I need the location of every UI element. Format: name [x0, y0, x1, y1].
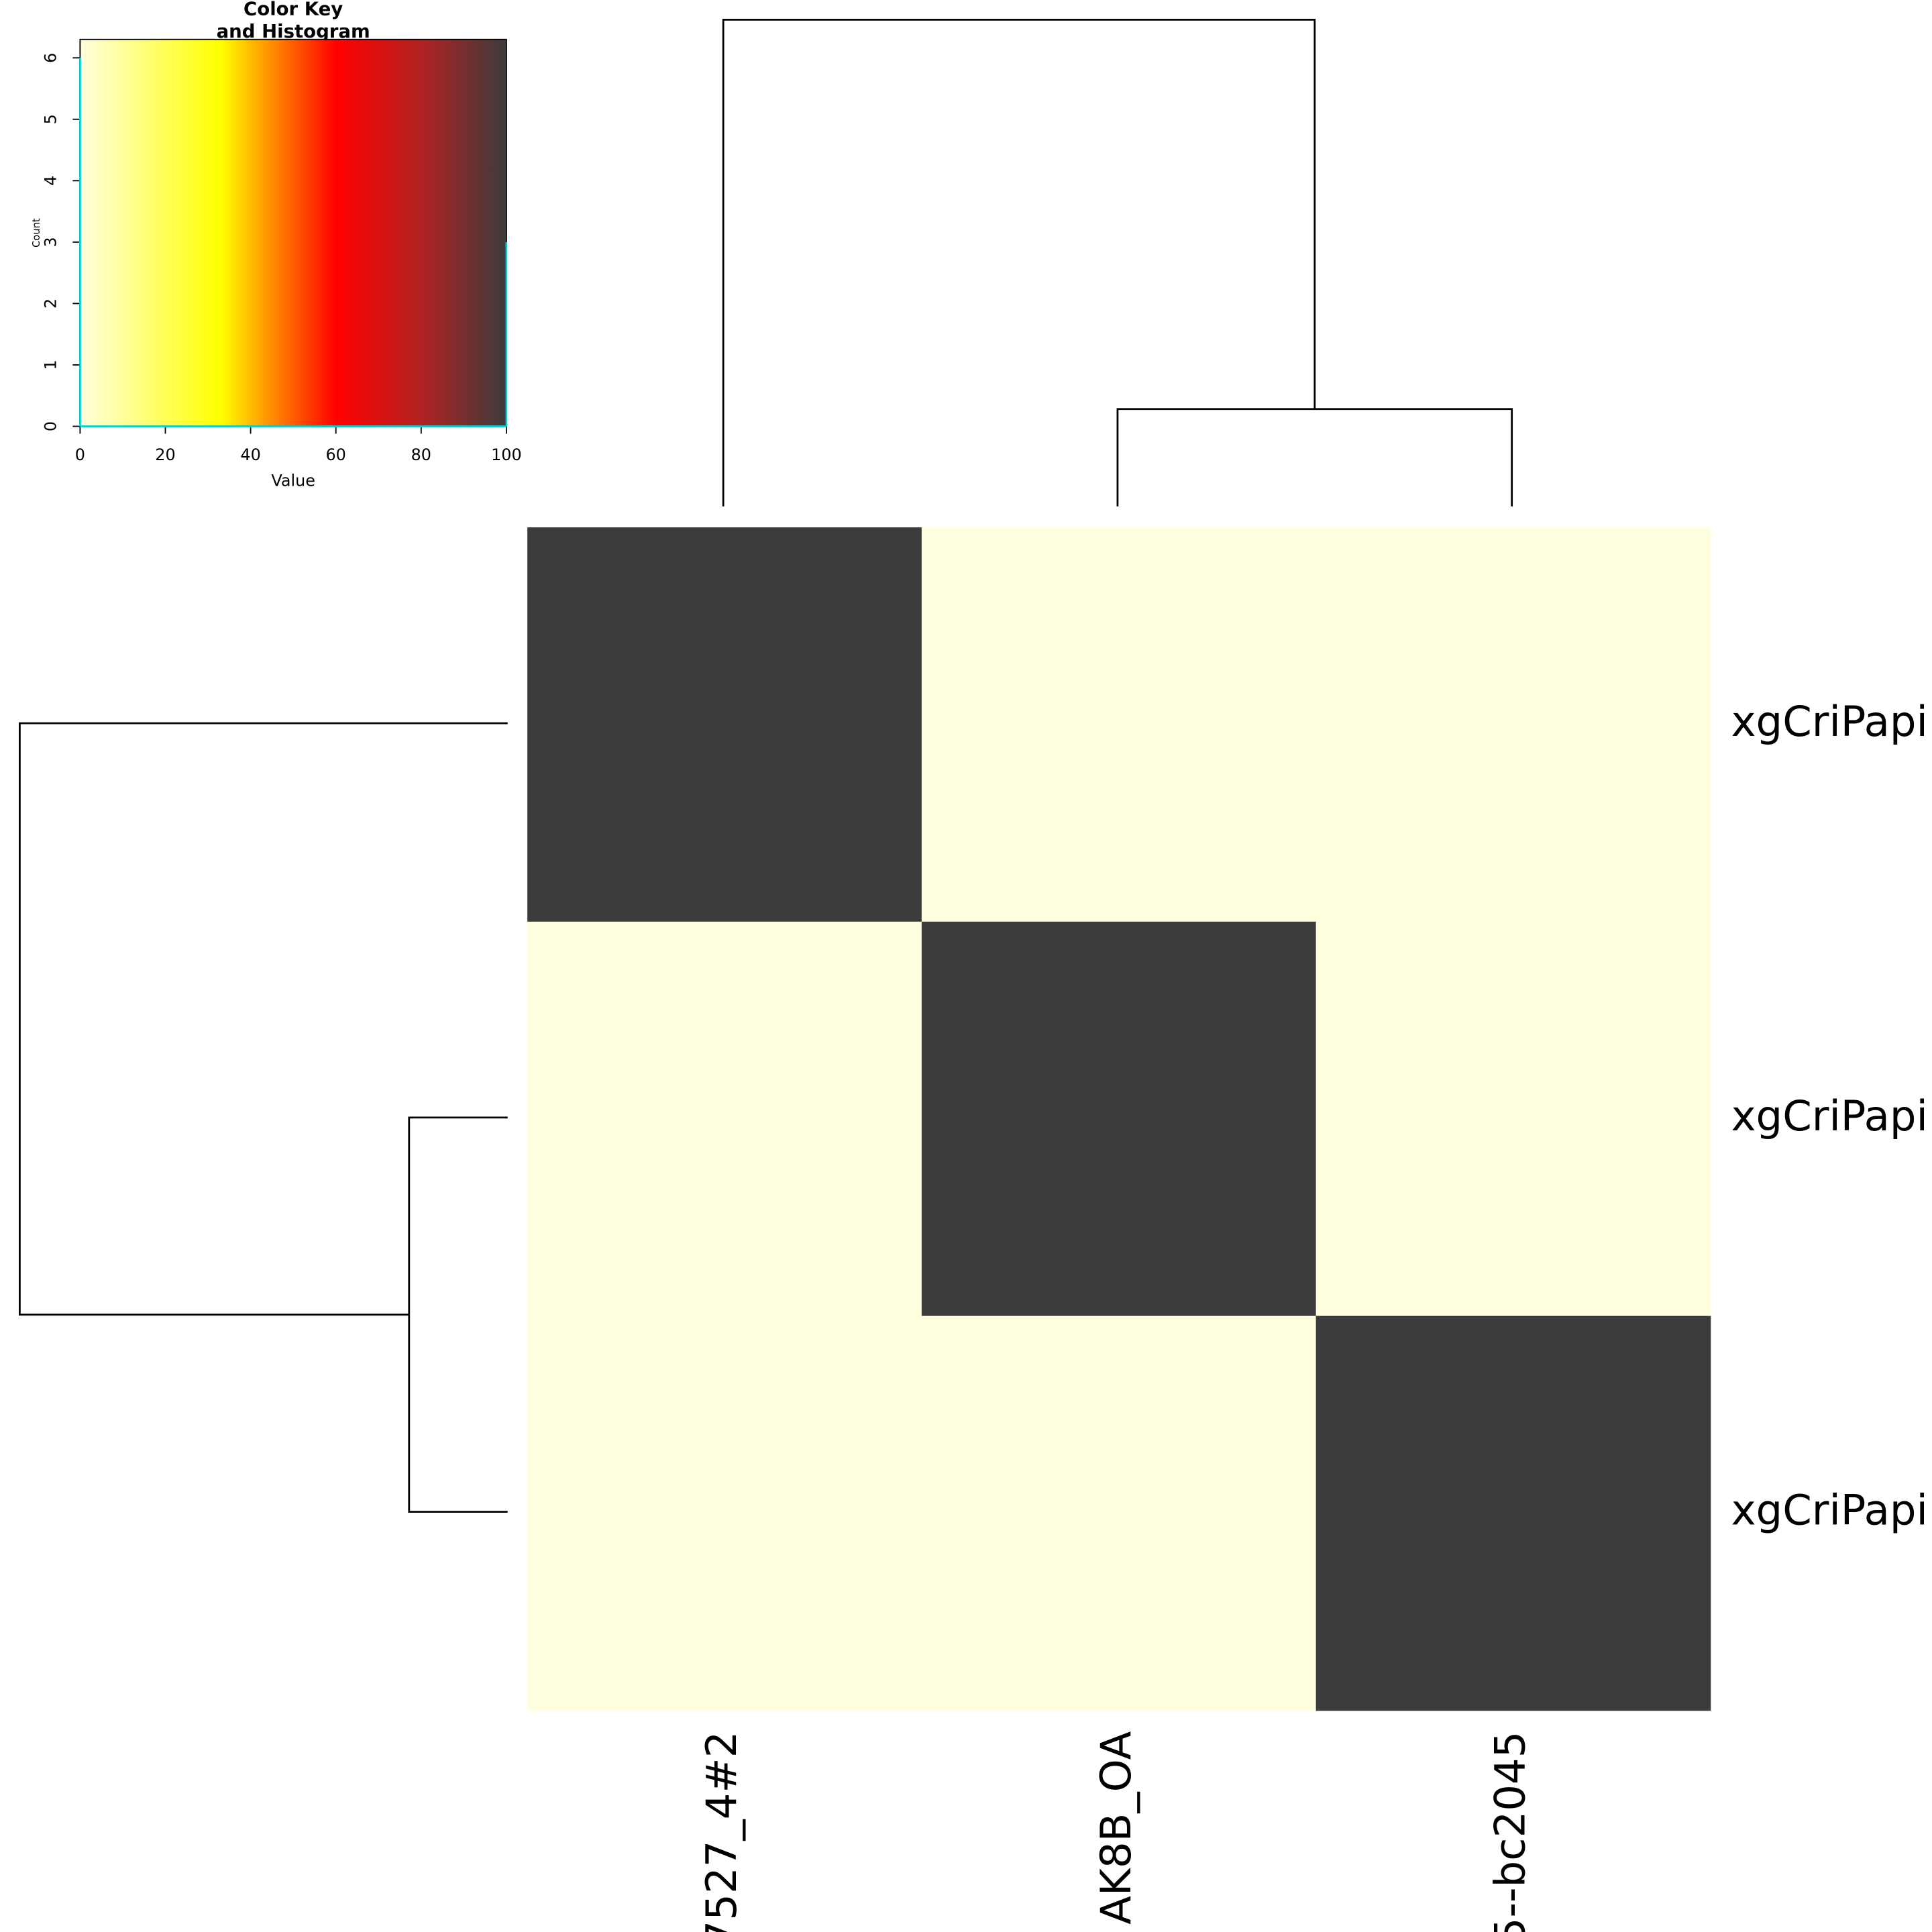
y-tick-label: 1: [42, 360, 60, 370]
y-tick-label: 6: [42, 53, 60, 63]
y-tick-label: 2: [42, 299, 60, 309]
y-tick-label: 5: [42, 114, 60, 124]
heatmap-cell: [921, 1316, 1317, 1711]
x-tick-label: 80: [411, 445, 431, 464]
column-label: 7527_4#2: [697, 1731, 746, 1932]
heatmap-cell: [527, 921, 922, 1317]
x-tick-label: 20: [155, 445, 175, 464]
y-tick-label: 4: [42, 176, 60, 186]
heatmap-cell: [1316, 527, 1711, 922]
color-ramp: [79, 38, 507, 427]
heatmap-cell: [921, 921, 1317, 1317]
row-label: xgCriPapi: [1731, 697, 1928, 746]
y-tick-label: 0: [42, 421, 60, 431]
column-label: 5--bc2045: [1486, 1731, 1535, 1932]
x-tick-label: 60: [326, 445, 346, 464]
column-dendrogram: [722, 19, 1513, 506]
heatmap-cell: [1316, 1316, 1711, 1711]
row-dendrogram: [19, 722, 508, 1513]
heatmap-cell: [527, 527, 922, 922]
key-x-label: Value: [271, 472, 315, 490]
key-title: and Histogram: [217, 21, 370, 42]
row-label: xgCriPapi: [1731, 1486, 1928, 1535]
key-y-label: Count: [31, 218, 42, 248]
heatmap-cell: [527, 1316, 922, 1711]
column-label: AK8B_OA: [1091, 1731, 1140, 1924]
row-label: xgCriPapi: [1731, 1091, 1928, 1140]
y-tick-label: 3: [42, 237, 60, 247]
x-tick-label: 0: [75, 445, 85, 464]
key-title: Color Key: [244, 0, 343, 20]
x-tick-label: 40: [240, 445, 260, 464]
x-tick-label: 100: [491, 445, 522, 464]
heatmap-cell: [921, 527, 1317, 922]
heatmap-cell: [1316, 921, 1711, 1317]
